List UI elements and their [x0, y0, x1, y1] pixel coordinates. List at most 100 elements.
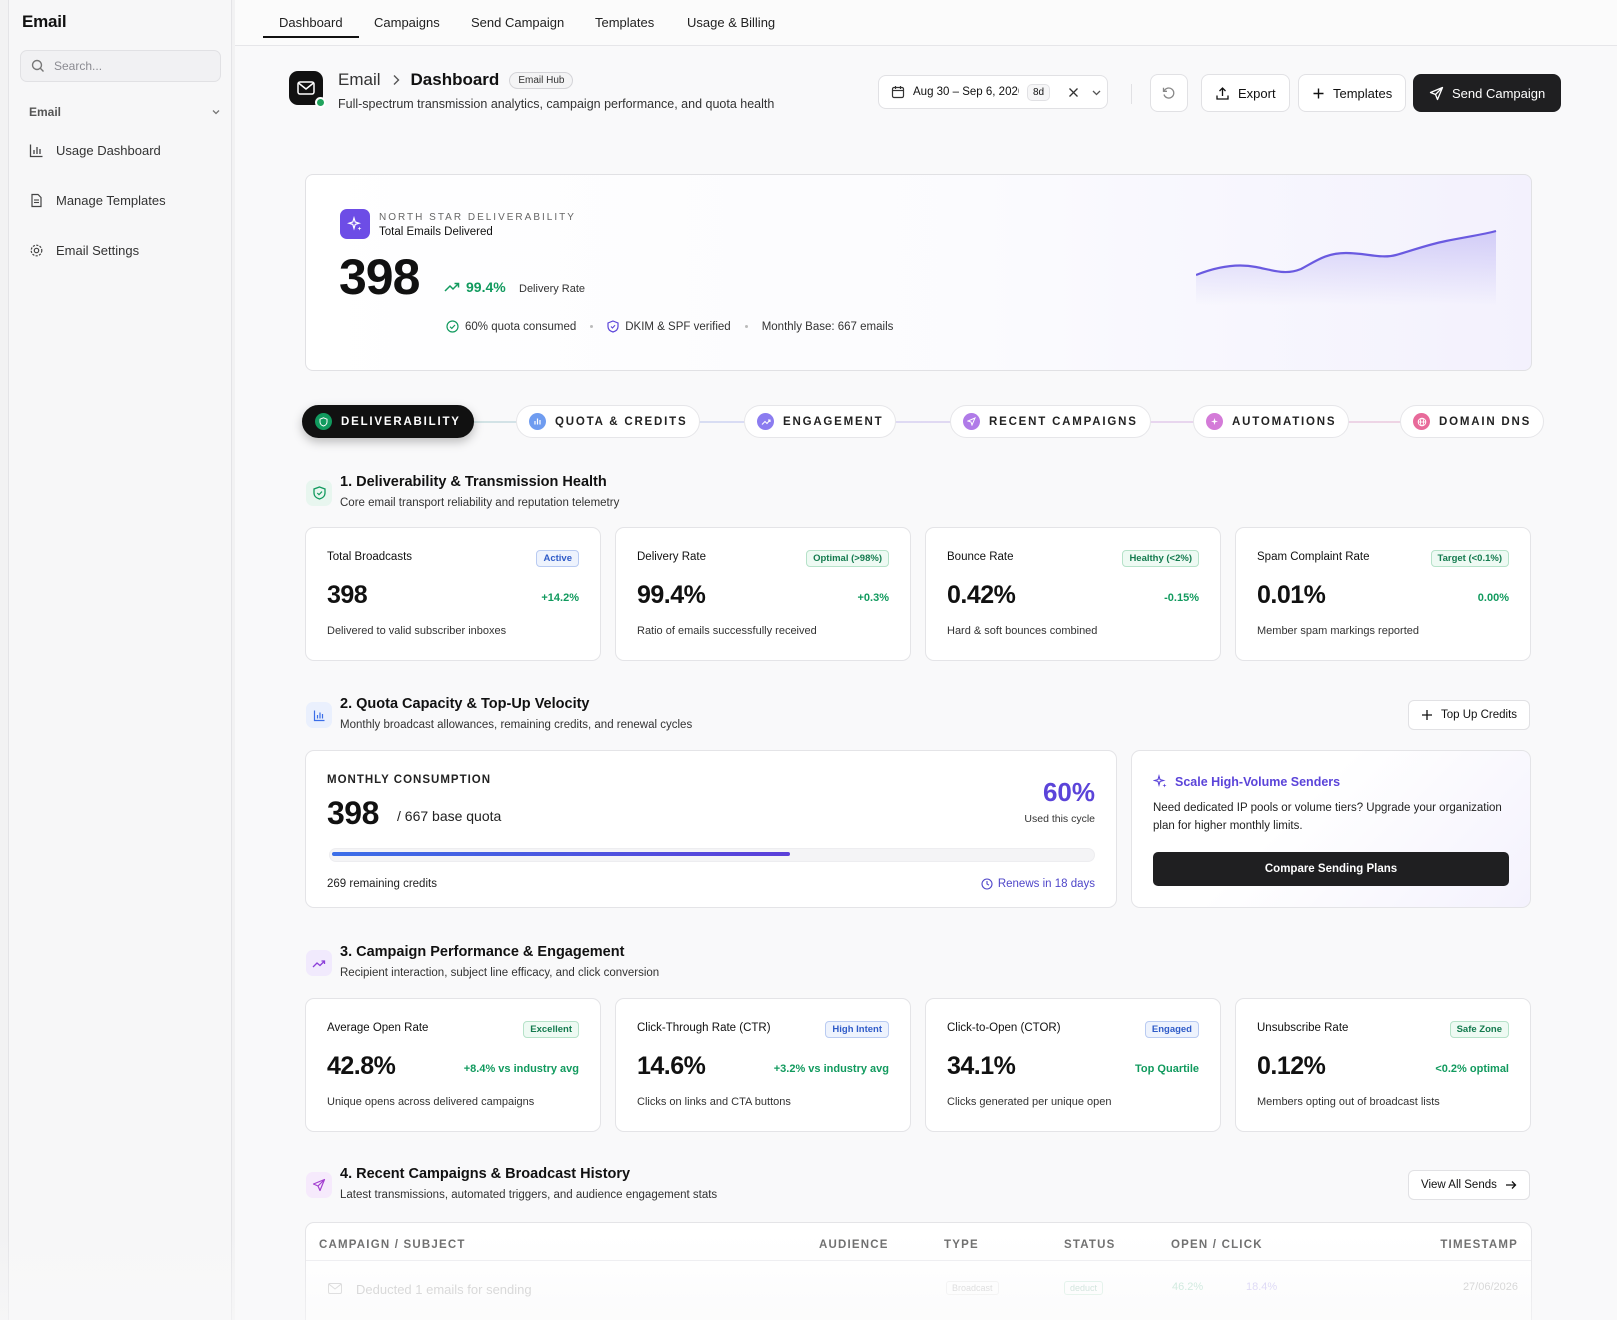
consumption-used: 398: [327, 795, 379, 831]
metric-card-average-open-rate: Average Open Rate Excellent 42.8% +8.4% …: [305, 998, 601, 1132]
send-icon: [306, 1172, 332, 1198]
metric-delta: +0.3%: [857, 592, 890, 604]
delivery-sparkline: [1196, 229, 1497, 305]
column-header-open-click[interactable]: OPEN / CLICK: [1171, 1239, 1263, 1251]
metric-label: Unsubscribe Rate: [1257, 1022, 1349, 1034]
sidebar-title: Email: [22, 12, 67, 31]
sidebar-item-label: Manage Templates: [56, 193, 166, 208]
column-header-audience[interactable]: AUDIENCE: [819, 1239, 889, 1251]
hero-card: NORTH STAR DELIVERABILITY Total Emails D…: [305, 174, 1532, 371]
status-badge: Safe Zone: [1449, 1021, 1509, 1038]
metric-description: Members opting out of broadcast lists: [1257, 1096, 1440, 1108]
check-circle-icon: [446, 320, 459, 333]
step-automations[interactable]: AUTOMATIONS: [1193, 405, 1350, 438]
metric-description: Clicks generated per unique open: [947, 1096, 1112, 1108]
tab-templates[interactable]: Templates: [595, 15, 655, 30]
metric-label: Click-to-Open (CTOR): [947, 1022, 1061, 1034]
chevron-down-icon: [212, 110, 220, 115]
metric-value: 34.1%: [947, 1052, 1016, 1080]
sparkle-icon: [340, 209, 370, 239]
main-content: Dashboard Campaigns Send Campaign Templa…: [235, 0, 1617, 1320]
top-up-label: Top Up Credits: [1441, 709, 1518, 721]
meta-separator: [590, 325, 594, 328]
step-deliverability[interactable]: DELIVERABILITY: [302, 405, 474, 438]
column-header-campaign[interactable]: CAMPAIGN / SUBJECT: [319, 1239, 466, 1251]
tab-send-campaign[interactable]: Send Campaign: [471, 15, 565, 30]
consumption-percent: 60%: [1042, 777, 1095, 807]
section-title-deliverability: 1. Deliverability & Transmission Health: [340, 474, 607, 490]
tab-usage-billing[interactable]: Usage & Billing: [687, 15, 776, 30]
refresh-button[interactable]: [1150, 74, 1188, 112]
column-header-type[interactable]: TYPE: [944, 1239, 979, 1251]
templates-button[interactable]: Templates: [1298, 74, 1407, 112]
metric-card-spam-complaint-rate: Spam Complaint Rate Target (<0.1%) 0.01%…: [1235, 527, 1531, 661]
metric-label: Click-Through Rate (CTR): [637, 1022, 771, 1034]
metric-card-unsubscribe-rate: Unsubscribe Rate Safe Zone 0.12% <0.2% o…: [1235, 998, 1531, 1132]
metric-label: Average Open Rate: [327, 1022, 429, 1034]
step-quota-credits[interactable]: QUOTA & CREDITS: [516, 405, 701, 438]
step-domain-dns[interactable]: DOMAIN DNS: [1400, 405, 1545, 438]
status-badge: Healthy (<2%): [1122, 550, 1199, 567]
step-label: AUTOMATIONS: [1232, 415, 1337, 428]
view-all-label: View All Sends: [1421, 1179, 1497, 1191]
date-range-picker[interactable]: Aug 30 – Sep 6, 2026 8d: [878, 75, 1108, 109]
metric-delta: <0.2% optimal: [1435, 1063, 1509, 1075]
metric-card-total-broadcasts: Total Broadcasts Active 398 +14.2% Deliv…: [305, 527, 601, 661]
search-placeholder: Search...: [54, 59, 103, 73]
calendar-icon: [891, 86, 905, 99]
clear-icon[interactable]: [1068, 87, 1079, 98]
metric-description: Unique opens across delivered campaigns: [327, 1096, 535, 1108]
gear-icon: [30, 244, 43, 257]
templates-label: Templates: [1333, 85, 1393, 101]
sidebar-section-label: Email: [29, 105, 62, 119]
meta-text: DKIM & SPF verified: [625, 320, 731, 333]
chevron-down-icon[interactable]: [1091, 87, 1102, 98]
send-icon: [963, 413, 980, 430]
table-row[interactable]: Deducted 1 emails for sending Broadcast …: [306, 1261, 1531, 1320]
search-input[interactable]: Search...: [20, 50, 221, 82]
breadcrumb-root[interactable]: Email: [338, 70, 381, 89]
bar-chart-icon: [306, 702, 332, 728]
step-label: DELIVERABILITY: [341, 415, 461, 428]
shield-check-icon: [315, 413, 332, 430]
timestamp: 27/06/2026: [1462, 1281, 1518, 1293]
tab-campaigns[interactable]: Campaigns: [374, 15, 440, 30]
document-icon: [31, 193, 42, 208]
status-badge: High Intent: [825, 1021, 889, 1038]
hero-rate: 99.4%: [444, 279, 506, 295]
meta-text: 60% quota consumed: [465, 320, 577, 333]
column-header-timestamp[interactable]: TIMESTAMP: [1440, 1239, 1518, 1251]
export-button[interactable]: Export: [1201, 74, 1290, 112]
tab-dashboard[interactable]: Dashboard: [263, 15, 359, 38]
sidebar: Email Search... Email Usage Dashboard Ma…: [8, 0, 232, 1320]
send-campaign-button[interactable]: Send Campaign: [1413, 74, 1562, 112]
metric-description: Ratio of emails successfully received: [637, 625, 817, 637]
search-icon: [31, 59, 44, 72]
chevron-right-icon: [393, 75, 400, 85]
page-title: Dashboard: [410, 70, 500, 89]
top-up-credits-button[interactable]: Top Up Credits: [1408, 700, 1531, 730]
meta-separator: [744, 325, 748, 328]
shield-icon: [607, 320, 619, 333]
sidebar-item-usage-dashboard[interactable]: Usage Dashboard: [29, 143, 161, 158]
dkim-meta: DKIM & SPF verified: [607, 320, 731, 333]
compare-plans-button[interactable]: Compare Sending Plans: [1153, 852, 1509, 886]
click-rate: 18.4%: [1246, 1281, 1278, 1293]
sidebar-item-manage-templates[interactable]: Manage Templates: [29, 193, 166, 208]
view-all-sends-button[interactable]: View All Sends: [1408, 1170, 1530, 1200]
metric-description: Clicks on links and CTA buttons: [637, 1096, 791, 1108]
column-header-status[interactable]: STATUS: [1064, 1239, 1116, 1251]
sidebar-section-email[interactable]: Email: [29, 105, 221, 119]
step-engagement[interactable]: ENGAGEMENT: [744, 405, 897, 438]
consumption-eyebrow: MONTHLY CONSUMPTION: [327, 774, 492, 786]
sidebar-item-email-settings[interactable]: Email Settings: [29, 243, 139, 258]
metric-card-bounce-rate: Bounce Rate Healthy (<2%) 0.42% -0.15% H…: [925, 527, 1221, 661]
step-recent-campaigns[interactable]: RECENT CAMPAIGNS: [950, 405, 1151, 438]
section-subtitle-campaigns: Latest transmissions, automated triggers…: [340, 1189, 718, 1201]
app-icon: [289, 71, 326, 108]
metric-delta: +14.2%: [541, 592, 579, 604]
metric-card-ctr: Click-Through Rate (CTR) High Intent 14.…: [615, 998, 911, 1132]
globe-icon: [1413, 413, 1430, 430]
metric-delta: +8.4% vs industry avg: [463, 1063, 579, 1075]
section-subtitle-deliverability: Core email transport reliability and rep…: [340, 497, 620, 509]
